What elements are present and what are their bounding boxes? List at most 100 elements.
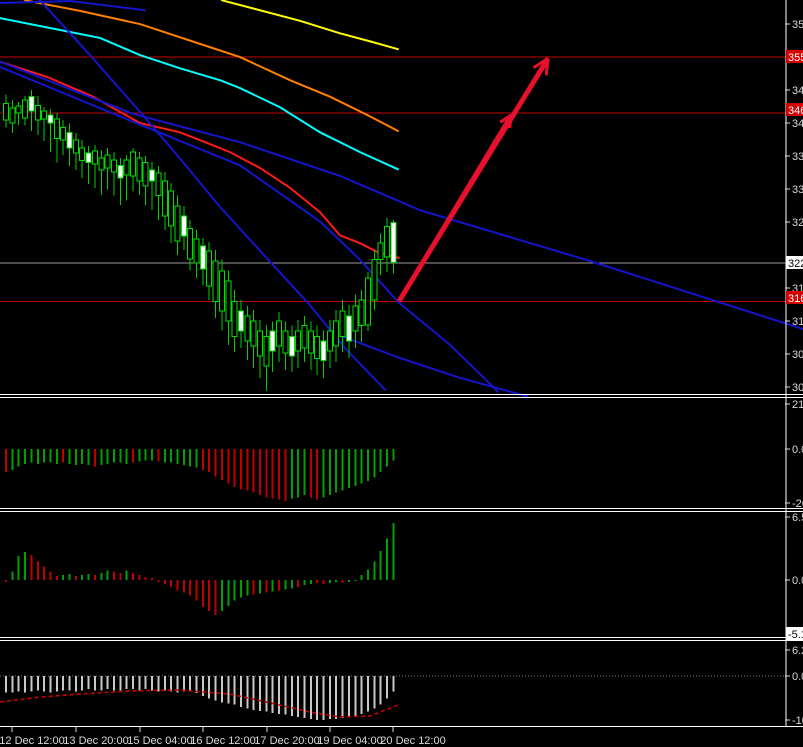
candle-body bbox=[333, 320, 340, 347]
indicator-bar bbox=[24, 676, 27, 693]
ma-orange bbox=[24, 0, 399, 132]
price-tag-label: 322 bbox=[788, 258, 803, 270]
candle-body bbox=[231, 300, 238, 337]
indicator-bar bbox=[5, 676, 7, 693]
candle-body bbox=[371, 259, 378, 301]
trendline-blue-long bbox=[0, 60, 803, 330]
indicator-bar bbox=[144, 676, 147, 690]
indicator-bar bbox=[392, 522, 395, 580]
candle-body bbox=[91, 150, 98, 165]
indicator-bar bbox=[297, 449, 300, 498]
ma-blue-top bbox=[0, 0, 146, 12]
price-tick-label: 317 bbox=[792, 283, 803, 295]
candle-body bbox=[276, 320, 283, 347]
indicator-bar bbox=[354, 676, 357, 717]
indicator-bar bbox=[11, 676, 14, 693]
indicator-bar bbox=[271, 676, 274, 713]
indicator-bar bbox=[163, 580, 166, 584]
indicator-bar bbox=[328, 676, 331, 720]
separator-layer[interactable] bbox=[0, 394, 803, 727]
indicator-bar bbox=[360, 449, 363, 484]
candle-body bbox=[257, 330, 263, 357]
candle-body bbox=[199, 245, 206, 270]
indicator-bar bbox=[170, 676, 173, 692]
indicator-bar bbox=[36, 449, 39, 464]
indicator-bar bbox=[265, 449, 268, 498]
indicator-bar bbox=[239, 676, 242, 707]
candle-body bbox=[117, 164, 124, 179]
indicator-bar bbox=[81, 449, 84, 464]
candle-body bbox=[41, 110, 48, 120]
indicator-bar bbox=[189, 449, 192, 467]
indicator-window-1[interactable] bbox=[5, 449, 395, 501]
indicator-bar bbox=[151, 578, 154, 580]
indicator-bar bbox=[17, 449, 20, 467]
indicator-window-2[interactable] bbox=[5, 522, 395, 615]
candle-body bbox=[212, 260, 219, 302]
indicator-bar bbox=[227, 449, 230, 484]
indicator-bar bbox=[366, 569, 369, 580]
level-price-tag bbox=[786, 50, 803, 63]
indicator-bar bbox=[379, 449, 382, 473]
indicator-bar bbox=[132, 449, 134, 463]
indicator-bar bbox=[195, 676, 198, 694]
indicator-bar bbox=[55, 576, 58, 580]
time-tick-label: 19 Dec 04:00 bbox=[317, 735, 382, 747]
indicator-bar bbox=[227, 580, 230, 607]
indicator-bar bbox=[87, 449, 90, 466]
price-tag-label: 346 bbox=[788, 105, 803, 117]
indicator-bar bbox=[132, 573, 134, 580]
indicator-window-3[interactable] bbox=[0, 675, 786, 720]
candle-body bbox=[136, 157, 143, 182]
indicator-bar bbox=[43, 566, 46, 580]
level-price-tag bbox=[786, 291, 803, 304]
candle-body bbox=[161, 180, 168, 217]
candle-body bbox=[66, 131, 73, 149]
candle-body bbox=[3, 102, 9, 121]
indicator-bar bbox=[49, 571, 52, 580]
trend-arrow-layer[interactable] bbox=[396, 57, 551, 303]
indicator-bar bbox=[17, 676, 20, 692]
indicator-bar bbox=[214, 676, 217, 701]
indicator-bar bbox=[119, 449, 122, 463]
candle-body bbox=[72, 139, 79, 154]
indicator-bar bbox=[49, 676, 52, 693]
candle-body bbox=[263, 335, 270, 367]
indicator-bar bbox=[386, 449, 388, 467]
up-arrow-annotation[interactable] bbox=[398, 113, 513, 301]
indicator-bar bbox=[81, 575, 84, 580]
indicator-bar bbox=[341, 449, 344, 491]
candle-body bbox=[326, 330, 333, 352]
indicator-bar bbox=[341, 676, 344, 718]
indicator-bar bbox=[284, 449, 287, 501]
indicator-bar bbox=[347, 676, 350, 717]
indicator-bar bbox=[354, 580, 357, 581]
indicator-bar bbox=[233, 449, 236, 487]
price-tick-label: 312 bbox=[792, 316, 803, 328]
candle-body bbox=[339, 310, 346, 337]
candle-body bbox=[174, 205, 181, 242]
indicator-bar bbox=[36, 561, 39, 580]
price-tick-label: 328 bbox=[792, 217, 803, 229]
price-axis[interactable]: 359 349 343 338 333 328 317 312 307 302 355 346 322 3… bbox=[785, 0, 803, 727]
indicator-bar bbox=[138, 449, 141, 462]
indicator-bar bbox=[233, 580, 236, 601]
indicator-bar bbox=[259, 449, 261, 495]
indicator-bar bbox=[125, 676, 128, 690]
indicator-bar bbox=[68, 676, 71, 691]
candle-body bbox=[320, 340, 327, 362]
candle-body bbox=[345, 315, 352, 342]
indicator-bar bbox=[360, 676, 363, 714]
indicator-bar bbox=[246, 449, 249, 491]
candle-body bbox=[358, 299, 365, 327]
main-price-window[interactable] bbox=[0, 0, 803, 398]
candle-body bbox=[130, 151, 136, 177]
indicator-bar bbox=[163, 676, 166, 691]
price-tick-label: 333 bbox=[792, 184, 803, 196]
candle-body bbox=[237, 310, 244, 332]
candle-body bbox=[307, 330, 314, 354]
indicator-bar bbox=[112, 676, 115, 691]
price-tag-label: 316 bbox=[788, 293, 803, 305]
indicator-bar bbox=[106, 570, 109, 580]
